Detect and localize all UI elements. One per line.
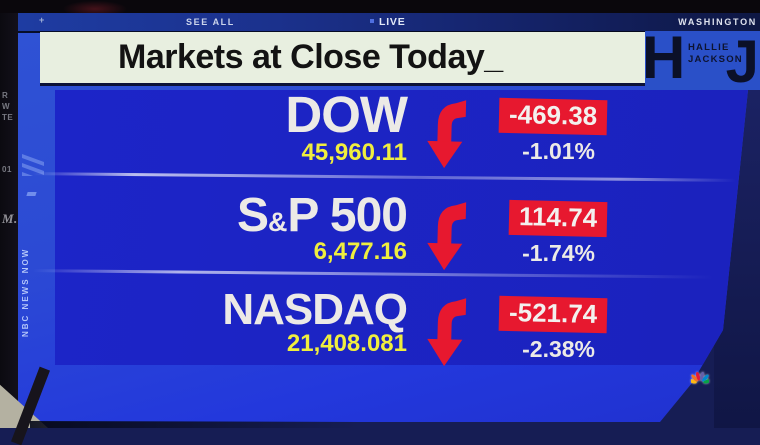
market-index-name: S&P 500 (236, 189, 408, 242)
market-row: DOW 45,960.11 -469.38 -1.01% (55, 86, 750, 178)
network-vertical-label: NBC NEWS NOW (21, 247, 30, 337)
plus-icon: + (39, 15, 45, 25)
market-close-value: 6,477.16 (313, 238, 407, 266)
see-all-button[interactable]: SEE ALL (186, 17, 235, 27)
rail-dash-icon (26, 192, 37, 196)
header-band: Markets at Close Today_ (40, 32, 645, 86)
nbc-news-now-logo-mark-icon (22, 154, 44, 176)
down-arrow-icon (407, 194, 471, 280)
percent-change: -2.38% (522, 336, 595, 362)
change-badge: -521.74 (498, 295, 608, 334)
studio-background-text: TE (2, 113, 14, 122)
live-dot-icon (370, 19, 374, 23)
show-monogram-j: J (725, 31, 759, 91)
show-monogram-h: H (645, 31, 685, 90)
show-logo: H J HALLIE JACKSON (645, 31, 760, 90)
live-button[interactable]: LIVE (379, 16, 406, 28)
percent-change: -1.01% (522, 138, 595, 164)
studio-background-left: R W TE 01 M. (0, 13, 18, 428)
studio-background-text: R (2, 91, 9, 100)
studio-background-top (0, 0, 760, 13)
down-arrow-icon (407, 290, 471, 376)
stream-top-bar: + SEE ALL LIVE WASHINGTON (18, 13, 760, 33)
market-row: NASDAQ 21,408.081 -521.74 -2.38% (55, 285, 750, 376)
nbc-peacock-icon (691, 371, 709, 384)
change-badge: 114.74 (508, 199, 608, 238)
down-arrow-icon (407, 92, 471, 178)
market-close-value: 21,408.081 (286, 330, 407, 358)
studio-background-text: M. (2, 211, 18, 226)
monitor-bottom-shadow (30, 421, 360, 428)
markets-list: DOW 45,960.11 -469.38 -1.01% S&P 500 6,4… (55, 86, 750, 367)
anchor-name: HALLIE JACKSON (688, 42, 743, 65)
market-close-value: 45,960.11 (301, 138, 407, 166)
percent-change: -1.74% (522, 240, 595, 266)
market-index-name: DOW (285, 86, 408, 143)
location-label: WASHINGTON (678, 17, 757, 27)
market-index-name: NASDAQ (222, 285, 408, 334)
market-row: S&P 500 6,477.16 114.74 -1.74% (55, 189, 750, 280)
studio-background-text: W (2, 102, 11, 111)
change-badge: -469.38 (498, 97, 608, 136)
market-graphic-frame: NBC NEWS NOW DOW 45,960.11 -469.38 -1.01… (18, 31, 753, 422)
page-title: Markets at Close Today_ (118, 38, 503, 76)
studio-background-text: 01 (2, 165, 12, 174)
